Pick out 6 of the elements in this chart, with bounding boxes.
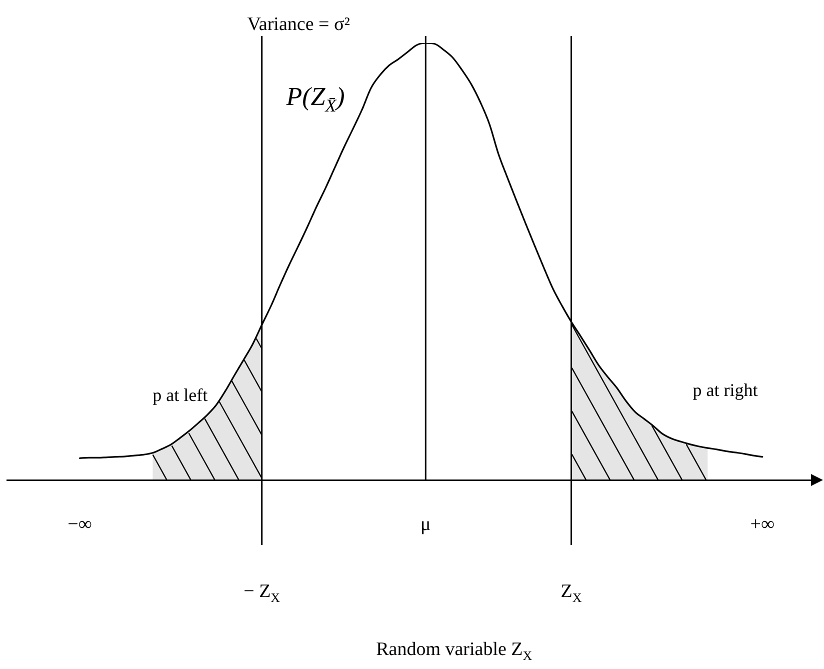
x-tick-label: +∞: [750, 514, 775, 535]
annotation: p at left: [152, 384, 208, 405]
chart-title: Variance = σ²: [247, 14, 350, 35]
x-tick-label: μ: [420, 514, 431, 535]
annotation: p at right: [692, 380, 758, 400]
x-tick-label: −∞: [68, 514, 92, 535]
